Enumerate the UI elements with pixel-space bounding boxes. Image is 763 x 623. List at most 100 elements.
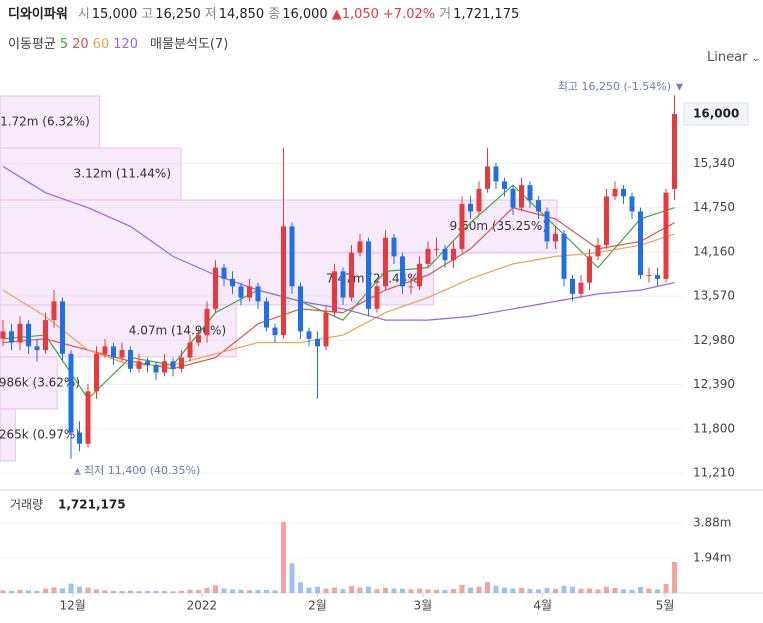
candle-body [391, 237, 397, 257]
low-annotation: 최저 11,400 (40.35%) [84, 464, 200, 477]
candle-body [476, 188, 482, 212]
volume-bar [298, 582, 303, 593]
quote-value: 16,250 [155, 7, 201, 22]
y-tick-label: 1.94m [693, 551, 731, 565]
y-tick-label: 13,570 [693, 289, 735, 303]
moving-average-line [2, 233, 675, 366]
volume-bar [60, 588, 65, 593]
volume-bar [357, 587, 363, 593]
scale-menu[interactable]: Linear ⌄ [707, 50, 760, 65]
ma-legend: 120 [113, 37, 139, 52]
volume-bar [247, 590, 252, 593]
volume-bar [519, 587, 524, 593]
volume-bar [43, 588, 48, 593]
volume-profile-label: 1.72m (6.32%) [0, 115, 90, 129]
candle-body [247, 286, 252, 298]
volume-bar [187, 589, 193, 593]
volume-label: 거 [439, 7, 452, 22]
volume-bar [655, 589, 660, 593]
volume-bar [485, 582, 490, 593]
volume-bar [9, 590, 14, 593]
volume-bar [323, 588, 329, 593]
candle-body [485, 166, 490, 189]
volume-bar [145, 591, 150, 593]
candle-body [179, 357, 184, 369]
volume-bar [213, 585, 218, 593]
quote-value: 14,850 [218, 7, 265, 22]
y-tick-label: 11,210 [693, 465, 735, 479]
volume-profile-label: 4.07m (14.96%) [129, 323, 226, 337]
candle-body [366, 241, 371, 309]
candle-body [136, 361, 142, 369]
y-tick-label: 15,340 [693, 156, 735, 170]
volume-bar [553, 589, 558, 593]
candle-body [621, 188, 626, 197]
quote-label: 시 [77, 7, 90, 22]
volume-bar [0, 590, 6, 593]
candle-body [26, 323, 31, 347]
candle-body [502, 181, 507, 189]
volume-bar [119, 591, 125, 593]
scale-menu-label: Linear [707, 50, 748, 65]
candle-body [298, 286, 303, 332]
volume-bar [408, 589, 414, 593]
candle-body [281, 226, 286, 336]
x-tick-label: 5월 [656, 599, 675, 613]
volume-bar [77, 586, 82, 593]
candle-body [434, 248, 439, 250]
candle-body [9, 331, 14, 343]
candle-body [43, 320, 48, 351]
candle-body [213, 267, 218, 309]
volume-bar [17, 589, 23, 593]
volume-bar [604, 586, 609, 593]
y-tick-label: 12,390 [693, 377, 735, 391]
candle-body [77, 432, 82, 444]
candle-body [323, 312, 329, 347]
volume-bar [255, 590, 261, 593]
volume-bar [179, 590, 184, 593]
candle-body [255, 286, 261, 302]
x-tick-label: 2월 [308, 599, 327, 613]
volume-bar [332, 587, 337, 593]
volume-profile-label: 3.12m (11.44%) [74, 167, 171, 181]
candle-body [340, 271, 346, 298]
candle-body [349, 252, 354, 298]
volume-bar [629, 589, 635, 593]
candle-body [0, 331, 6, 339]
volume-bar [459, 584, 465, 593]
candle-body [408, 286, 414, 288]
candle-body [459, 203, 465, 249]
volume-bar [85, 587, 91, 593]
y-tick-label: 11,800 [693, 421, 735, 435]
volume-bar [238, 589, 244, 593]
candle-body [162, 361, 167, 373]
volume-bar [374, 589, 380, 593]
volume-bar [383, 587, 388, 593]
candle-body [264, 301, 269, 328]
change: 1,050 [341, 7, 379, 22]
candle-body [655, 275, 660, 279]
volume-bar [391, 588, 397, 593]
y-tick-label: 3.88m [693, 516, 731, 530]
candle-body [238, 286, 244, 298]
volume-bar [196, 590, 201, 593]
candle-body [417, 263, 422, 287]
volume-profile-bar [0, 147, 182, 201]
volume-bar [451, 589, 456, 593]
candle-body [289, 226, 295, 287]
moving-average-line [2, 184, 675, 400]
volume-bar [349, 586, 354, 593]
candle-body [17, 323, 23, 343]
candle-body [204, 308, 210, 336]
volume-bar [170, 591, 176, 593]
candle-body [578, 282, 584, 294]
candle-body [187, 342, 193, 358]
candle-body [510, 188, 516, 208]
volume-profile-bar [0, 95, 101, 149]
x-tick-label: 4월 [533, 599, 552, 613]
candle-body [519, 185, 524, 208]
volume-bar [264, 589, 269, 593]
indicator-legend: 이동평균 5 20 60 120 매물분석도(7) [8, 33, 232, 52]
candle-body [374, 286, 380, 309]
